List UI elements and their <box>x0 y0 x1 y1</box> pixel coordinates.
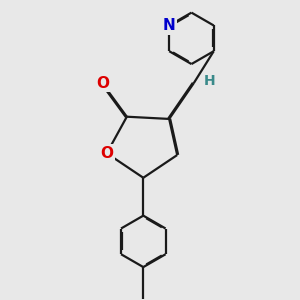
Text: H: H <box>203 74 215 88</box>
Text: O: O <box>96 76 109 91</box>
Text: N: N <box>163 18 175 33</box>
Text: O: O <box>100 146 113 161</box>
